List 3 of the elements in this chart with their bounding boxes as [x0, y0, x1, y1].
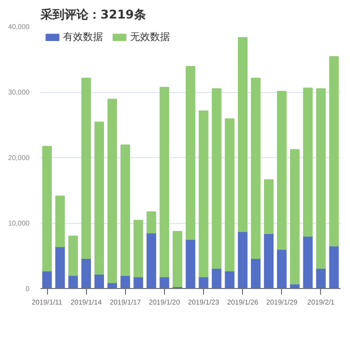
legend-label: 有效数据: [63, 31, 103, 44]
chart-title: 采到评论：3219条: [40, 8, 146, 22]
legend-label: 无效数据: [130, 31, 170, 44]
